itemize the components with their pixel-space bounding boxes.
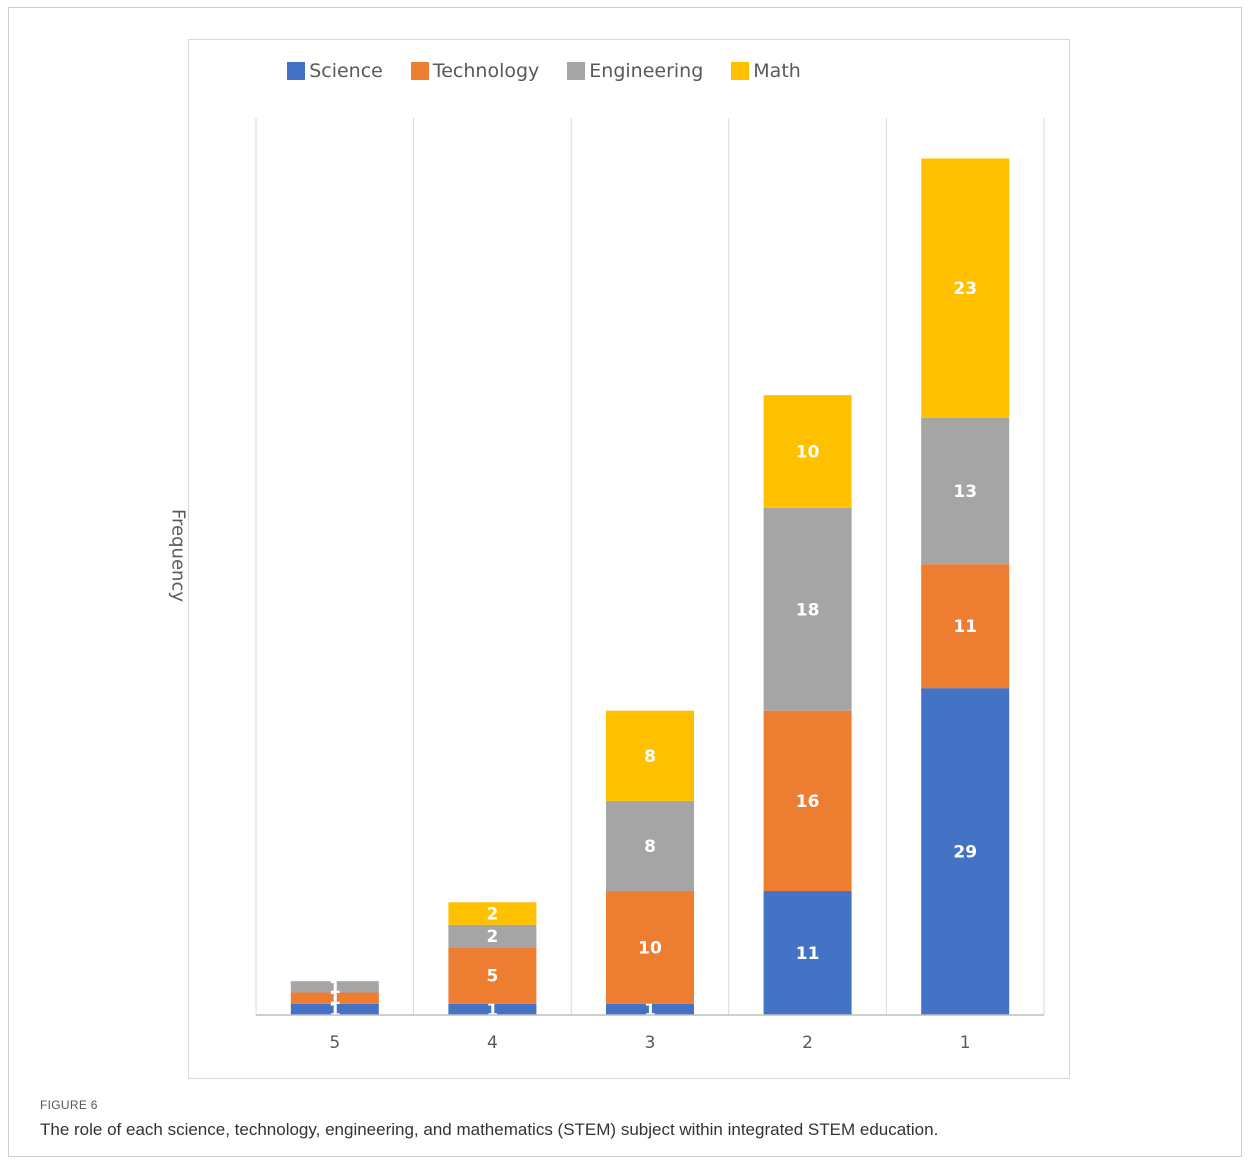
bar-technology-3 [606, 891, 694, 1004]
legend-label-math: Math [753, 60, 801, 82]
figure-caption: The role of each science, technology, en… [40, 1120, 939, 1139]
bar-technology-1 [921, 564, 1010, 689]
bar-science-3 [606, 1003, 694, 1015]
legend-label-science: Science [309, 60, 383, 82]
data-label: 29 [953, 843, 977, 863]
bar-math-1 [921, 158, 1010, 418]
data-label: 1 [329, 989, 341, 1009]
legend-item-engineering: Engineering [567, 60, 703, 82]
data-label: 13 [953, 482, 977, 502]
bar-technology-2 [763, 710, 852, 892]
data-label: 1 [486, 1000, 498, 1020]
bar-technology-4 [448, 947, 537, 1004]
bar-math-2 [763, 395, 852, 508]
bar-technology-5 [290, 992, 379, 1004]
data-label: 18 [796, 600, 820, 620]
data-label: 1 [644, 1000, 656, 1020]
bar-science-5 [290, 1003, 379, 1015]
data-label: 23 [953, 279, 977, 299]
legend-swatch-technology [410, 62, 429, 80]
legend-item-technology: Technology [410, 60, 540, 82]
data-label: 10 [638, 938, 662, 958]
data-label: 10 [796, 443, 820, 463]
data-label: 8 [644, 837, 656, 857]
data-label: 11 [953, 617, 977, 637]
figure-frame [8, 7, 1242, 1157]
bar-engineering-4 [448, 924, 537, 948]
data-label: 2 [486, 927, 498, 947]
data-label: 1 [329, 978, 341, 998]
legend-label-technology: Technology [432, 60, 540, 82]
data-label: 2 [486, 905, 498, 925]
legend-swatch-engineering [567, 62, 586, 80]
x-tick-label: 1 [960, 1033, 971, 1053]
chart-legend: Science Technology Engineering Math [0, 60, 1088, 82]
bar-engineering-1 [921, 417, 1010, 565]
legend-label-engineering: Engineering [589, 60, 704, 82]
legend-swatch-science [287, 62, 306, 80]
legend-item-science: Science [287, 60, 383, 82]
data-label: 5 [486, 967, 498, 987]
bar-engineering-2 [763, 507, 852, 711]
bar-engineering-5 [290, 981, 379, 993]
figure-label: FIGURE 6 [40, 1098, 98, 1112]
bar-engineering-3 [606, 800, 694, 892]
data-label: 16 [796, 792, 820, 812]
data-label: 1 [329, 1000, 341, 1020]
bar-science-4 [448, 1003, 537, 1015]
x-tick-label: 2 [802, 1033, 813, 1053]
data-label: 11 [796, 944, 820, 964]
legend-item-math: Math [731, 60, 801, 82]
bar-science-1 [921, 688, 1010, 1015]
x-tick-label: 3 [645, 1033, 656, 1053]
bar-math-4 [448, 902, 537, 925]
bar-math-3 [606, 710, 694, 801]
bar-science-2 [763, 891, 852, 1015]
data-label: 8 [644, 747, 656, 767]
x-tick-label: 5 [329, 1033, 340, 1053]
legend-swatch-math [731, 62, 750, 80]
x-tick-label: 4 [487, 1033, 498, 1053]
